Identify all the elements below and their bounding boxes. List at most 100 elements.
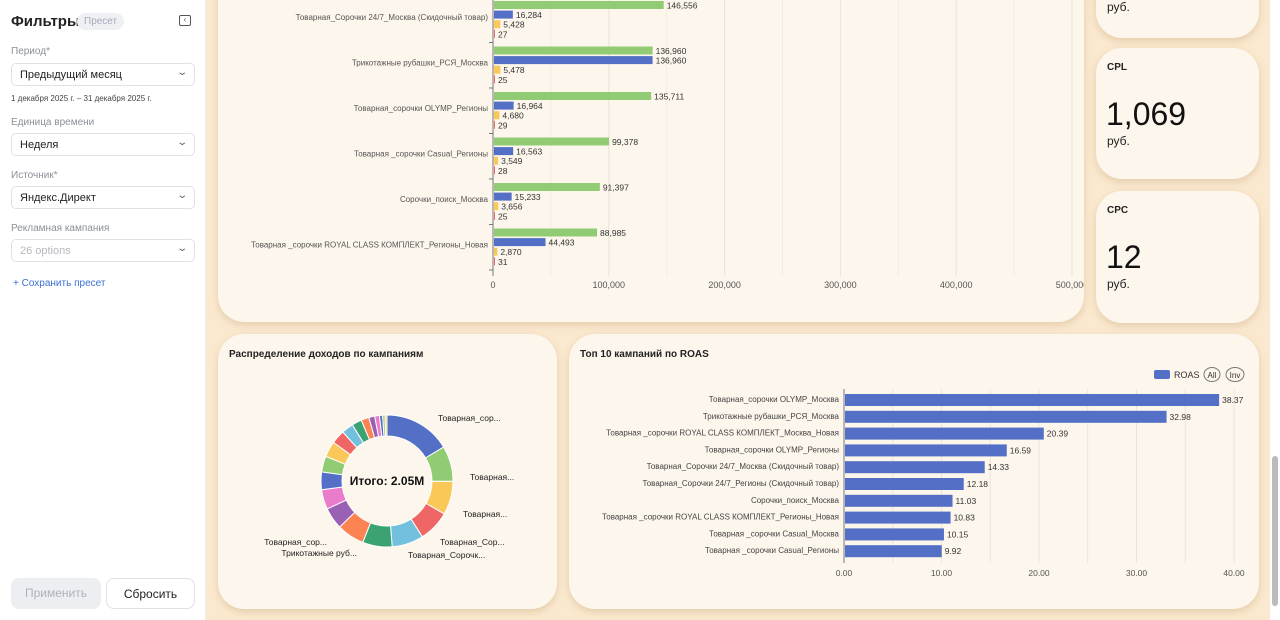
legend-all-button[interactable] [1203,367,1221,382]
roas-bar[interactable] [845,410,1167,423]
save-preset-link[interactable]: + Сохранить пресет [13,278,106,289]
bar [494,65,501,74]
campaign-placeholder: 26 options [20,245,71,257]
roas-bar[interactable] [845,511,951,524]
donut-slice[interactable] [386,414,445,459]
kpi-unit: руб. [1107,134,1130,148]
kpi-value: 12 [1106,239,1142,275]
apply-button[interactable]: Применить [11,578,101,609]
period-label: Период* [11,46,50,57]
bar-value-label: 5,428 [503,20,525,30]
x-tick-label: 500,000 [1056,280,1084,290]
legend-all-label[interactable]: All [1208,371,1217,380]
category-label: Товарная_сорочки OLYMP_Москва [709,395,840,404]
category-label: Товарная_Сорочки 24/7_Москва (Скидочный … [647,462,840,471]
bar-value-label: 29 [498,120,508,130]
kpi-value: 1,069 [1106,96,1187,132]
kpi-label: CPC [1107,205,1129,216]
donut-slice[interactable] [384,414,388,437]
category-label: Товарная _сорочки Casual_Регионы [354,150,488,159]
bar-value-label: 3,549 [501,156,523,166]
donut-slice-label: Товарная... [470,472,514,482]
bar [494,147,514,156]
campaign-label: Рекламная кампания [11,223,110,234]
campaign-metrics-card: 0 100,000 200,000 300,000 400,000 500,000 Това… [218,0,1088,322]
roas-bar[interactable] [845,478,964,490]
bar-value-label: 146,556 [667,1,698,11]
bar-value-label: 16,964 [517,101,543,111]
roas-bar[interactable] [845,545,942,558]
category-label: Товарная_Сорочки 24/7_Регионы (Скидочный… [642,479,839,488]
bar-value-label: 10.15 [947,529,969,539]
bar-value-label: 38.37 [1222,395,1244,405]
bar-value-label: 2,870 [500,247,522,257]
scrollbar-thumb[interactable] [1272,456,1278,606]
donut-slice-label: Товарная... [463,509,507,519]
preset-badge[interactable]: Пресет [77,13,125,30]
bar-value-label: 4,680 [502,111,524,121]
filters-title: Фильтры [11,13,80,30]
bar [494,156,499,165]
kpi-unit: руб. [1107,277,1130,291]
bar-value-label: 136,960 [656,46,687,56]
legend-inv-label[interactable]: Inv [1230,371,1241,380]
campaign-select[interactable]: 26 options ⌄ [11,239,195,262]
collapse-sidebar-icon[interactable]: ‹ [179,15,191,26]
period-select[interactable]: Предыдущий месяц ⌄ [11,63,195,86]
donut-slice-label: Товарная_Сорочк... [408,550,485,560]
pie-title: Распределение доходов по кампаниям [229,349,424,360]
revenue-donut-chart: Товарная_сор... Товарная... Товарная... Тов… [264,413,514,560]
bar [494,46,653,55]
chevron-down-icon: ⌄ [175,190,188,201]
x-tick-label: 100,000 [593,280,626,290]
bar [494,166,495,175]
bar [494,111,500,120]
bar [494,20,501,29]
bar-value-label: 16.59 [1010,445,1032,455]
kpi-card-cpl: CPL 1,069 руб. [1096,48,1259,179]
bar-value-label: 10.83 [954,513,976,523]
bar [494,202,499,211]
source-select[interactable]: Яндекс.Директ ⌄ [11,186,195,209]
bar [494,137,610,146]
bar [494,247,498,256]
x-tick-label: 0.00 [836,568,853,578]
kpi-unit: руб. [1107,0,1130,14]
bar [494,192,512,201]
legend-roas[interactable]: ROAS [1174,370,1200,380]
category-label: Трикотажные рубашки_РСЯ_Москва [352,59,489,68]
bar [494,183,600,191]
roas-bar[interactable] [845,461,985,474]
chevron-down-icon: ⌄ [175,67,188,78]
bar-value-label: 31 [498,257,508,267]
page-scrollbar[interactable] [1270,0,1280,620]
bar [494,120,495,129]
bar [494,257,495,266]
roas-bar[interactable] [845,394,1220,406]
roas-bar[interactable] [845,427,1044,440]
chevron-down-icon: ⌄ [175,137,188,148]
category-label: Товарная _сорочки ROYAL CLASS КОМПЛЕКТ_М… [606,429,839,438]
time-unit-select[interactable]: Неделя ⌄ [11,133,195,156]
reset-button[interactable]: Сбросить [106,578,195,609]
campaign-metrics-chart: 0 100,000 200,000 300,000 400,000 500,000 Това… [251,0,1088,290]
category-label: Сорочки_поиск_Москва [751,496,840,505]
x-tick-label: 10.00 [931,568,953,578]
roas-bar[interactable] [845,528,944,541]
bar-value-label: 15,233 [515,192,541,202]
donut-slice-label: Товарная_сор... [438,413,501,423]
category-label: Товарная_сорочки OLYMP_Регионы [354,104,489,113]
bar [494,56,653,65]
legend-swatch[interactable] [1154,370,1170,379]
bar-value-label: 44,493 [549,238,575,248]
category-label: Товарная _сорочки Casual_Москва [709,529,839,538]
kpi-card-partial: руб. [1096,0,1259,38]
roas-bar[interactable] [845,494,953,507]
donut-slice-label: Товарная_Сор... [440,537,505,547]
bar [494,92,652,100]
bar [494,10,513,19]
roas-bar[interactable] [845,444,1007,457]
bar-value-label: 16,284 [516,10,542,20]
x-tick-label: 400,000 [940,280,973,290]
legend-inv-button[interactable] [1225,367,1245,382]
